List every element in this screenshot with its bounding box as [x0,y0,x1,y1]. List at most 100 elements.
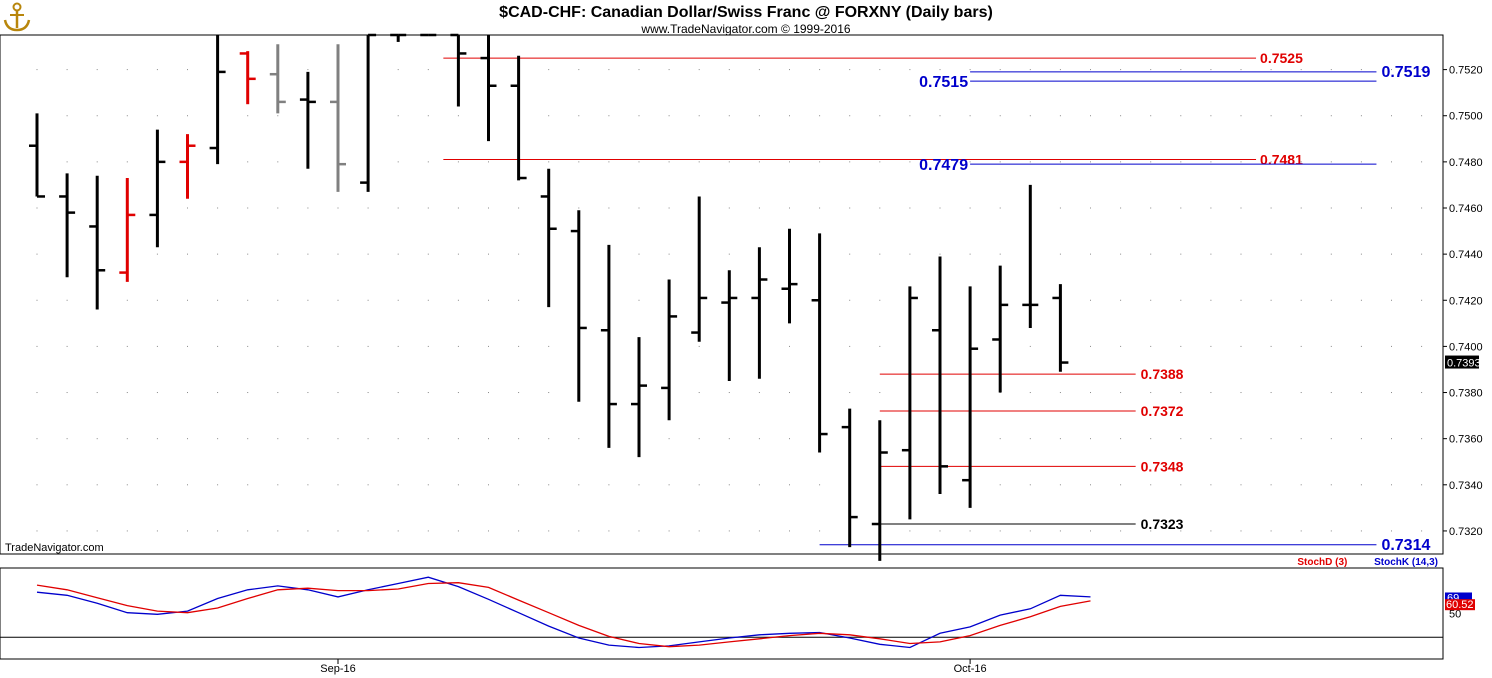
grid-dot [126,392,128,394]
grid-dot [578,115,580,117]
grid-dot [849,115,851,117]
grid-dot [879,115,881,117]
series-line-stochd-3- [36,582,1091,648]
grid-dot [1330,207,1332,209]
grid-dot [247,253,249,255]
grid-dot [789,161,790,163]
grid-dot [819,207,821,209]
grid-dot [247,299,249,301]
grid-dot [156,115,158,117]
grid-dot [728,438,730,440]
grid-dot [156,345,158,347]
x-tick-label: Oct-16 [954,663,987,675]
grid-dot [1029,161,1031,163]
grid-dot [969,69,971,71]
grid-dot [548,161,550,163]
grid-dot [909,161,911,163]
ohlc-bar [721,270,738,381]
price-tick-label: 0.7420 [1449,295,1483,307]
grid-dot [909,207,911,209]
grid-dot [488,161,489,163]
ohlc-bar [871,420,888,561]
grid-dot [548,438,550,440]
grid-dot [457,438,459,440]
price-panel-frame [0,34,1444,555]
grid-dot [789,438,790,440]
grid-dot [66,484,68,486]
grid-dot [36,530,38,532]
stochd-last-box [1445,599,1475,611]
grid-dot [307,392,309,394]
level-label-0.7314: 0.7314 [1381,537,1430,554]
grid-dot [1180,345,1182,347]
grid-dot [668,484,670,486]
price-tick-label: 0.7520 [1449,65,1483,77]
grid-dot [1270,253,1272,255]
grid-dot [66,69,68,71]
grid-dot [1270,438,1272,440]
grid-dot [96,438,98,440]
ohlc-bar [390,33,407,42]
grid-dot [548,392,550,394]
grid-dot [1029,392,1031,394]
grid-dot [1059,115,1061,117]
grid-dot [608,161,610,163]
grid-dot [1240,161,1242,163]
grid-dot [66,530,68,532]
grid-dot [1421,484,1423,486]
grid-dot [638,484,640,486]
grid-dot [999,69,1001,71]
grid-dot [277,530,279,532]
grid-dot [1270,484,1272,486]
grid-dot [488,484,489,486]
grid-dot [728,69,730,71]
grid-dot [758,207,760,209]
grid-dot [578,207,580,209]
grid-dot [217,345,219,347]
grid-dot [1180,115,1182,117]
grid-dot [999,530,1001,532]
grid-dot [939,253,941,255]
grid-dot [397,530,399,532]
grid-dot [457,207,459,209]
grid-dot [999,115,1001,117]
grid-dot [698,115,700,117]
grid-dot [608,207,610,209]
grid-dot [668,438,670,440]
grid-dot [1120,530,1122,532]
grid-dot [217,207,219,209]
grid-dot [1210,392,1212,394]
grid-dot [397,69,399,71]
grid-dot [337,345,339,347]
grid-dot [457,392,459,394]
grid-dot [1391,253,1392,255]
grid-dot [397,115,399,117]
grid-dot [1090,438,1091,440]
grid-dot [1300,345,1302,347]
grid-dot [1120,161,1122,163]
grid-dot [1150,484,1152,486]
grid-dot [307,299,309,301]
grid-dot [488,345,489,347]
grid-dot [1421,392,1423,394]
grid-dot [1391,299,1392,301]
grid-dot [1210,530,1212,532]
grid-dot [638,69,640,71]
grid-dot [819,484,821,486]
grid-dot [66,115,68,117]
grid-dot [1180,253,1182,255]
grid-dot [337,253,339,255]
grid-dot [849,161,851,163]
grid-dot [728,530,730,532]
ohlc-bar [179,134,196,199]
grid-dot [1360,299,1362,301]
price-tick-label: 0.7400 [1449,341,1483,353]
grid-dot [96,69,98,71]
grid-dot [367,299,369,301]
grid-dot [819,161,821,163]
grid-dot [1240,484,1242,486]
grid-dot [999,161,1001,163]
grid-dot [638,115,640,117]
grid-dot [66,438,68,440]
grid-dot [1090,484,1091,486]
